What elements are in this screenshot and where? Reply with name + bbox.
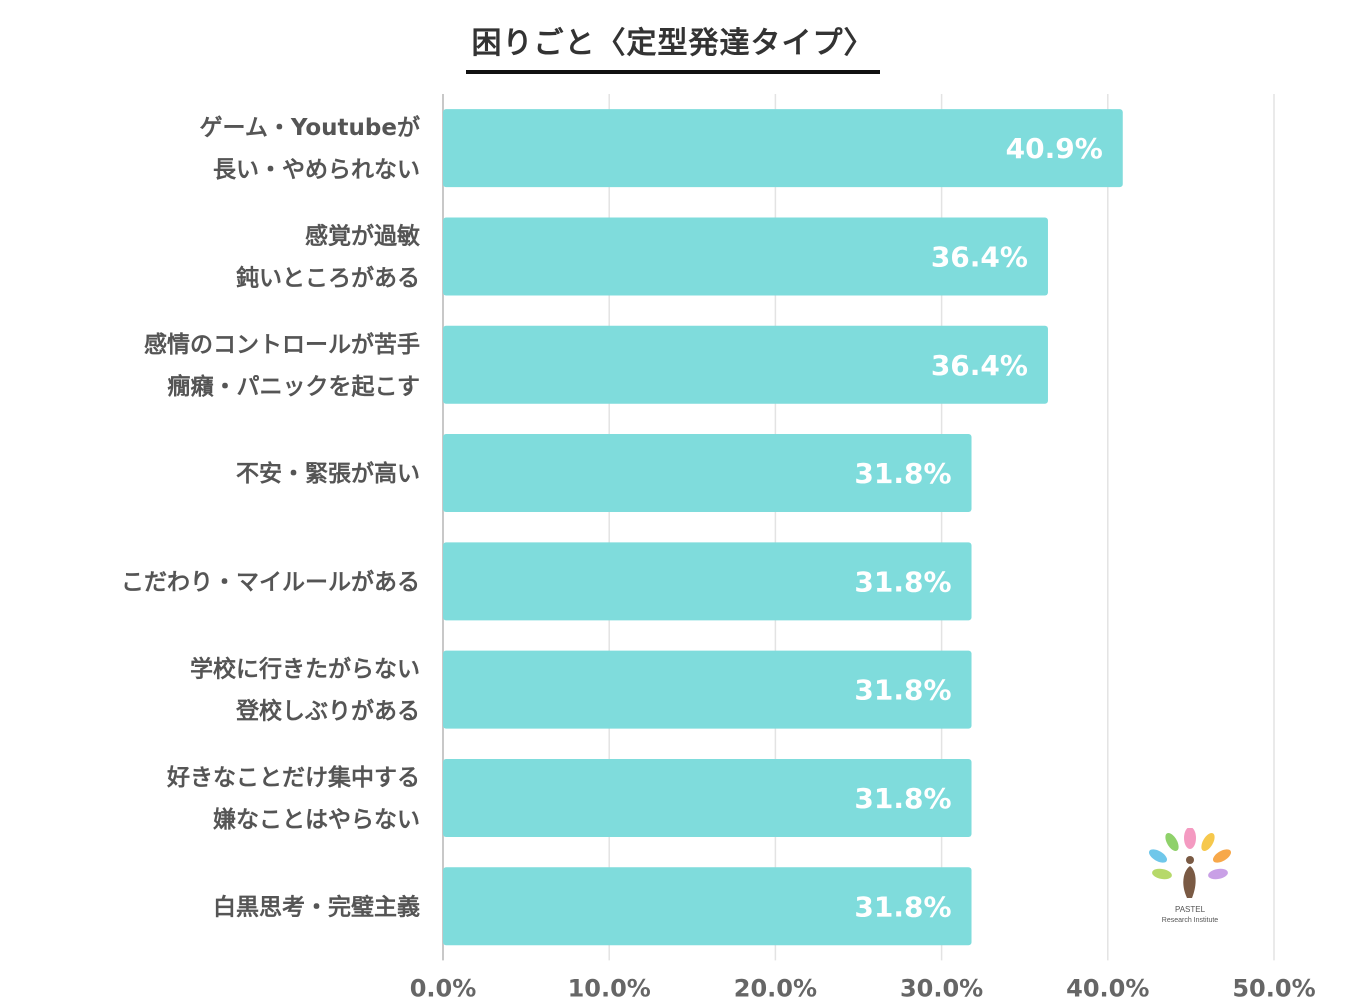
x-tick-label: 0.0%: [410, 974, 477, 1000]
bar: [443, 867, 972, 946]
category-label: ゲーム・Youtubeが: [200, 114, 420, 141]
category-label: こだわり・マイルールがある: [121, 568, 420, 595]
category-label: 不安・緊張が高い: [236, 460, 420, 487]
category-label: 感覚が過敏: [305, 222, 420, 249]
x-tick-label: 10.0%: [568, 974, 651, 1000]
category-label: 癇癪・パニックを起こす: [167, 373, 420, 400]
title-underline: [466, 70, 880, 74]
data-label: 31.8%: [854, 565, 951, 598]
bar: [443, 542, 972, 621]
bar: [443, 650, 972, 729]
data-label: 36.4%: [931, 240, 1028, 273]
x-tick-label: 30.0%: [900, 974, 983, 1000]
logo-name: PASTEL: [1175, 905, 1206, 914]
category-label: 鈍いところがある: [236, 264, 420, 291]
bar: [443, 434, 972, 513]
bar: [443, 758, 972, 837]
category-label: 長い・やめられない: [213, 157, 420, 183]
bar: [443, 325, 1048, 404]
x-tick-label: 20.0%: [734, 974, 817, 1000]
logo-subtitle: Research Institute: [1162, 917, 1219, 924]
data-label: 31.8%: [854, 782, 951, 815]
bar: [443, 109, 1123, 188]
data-label: 40.9%: [1006, 132, 1103, 165]
category-label: 好きなことだけ集中する: [166, 764, 420, 791]
chart-title: 困りごと〈定型発達タイプ〉: [471, 26, 875, 61]
x-tick-label: 50.0%: [1232, 974, 1315, 1000]
x-tick-label: 40.0%: [1066, 974, 1149, 1000]
category-label: 白黒思考・完璧主義: [213, 893, 420, 920]
category-label: 登校しぶりがある: [235, 698, 420, 725]
data-label: 31.8%: [854, 457, 951, 490]
data-label: 31.8%: [854, 890, 951, 923]
category-label: 学校に行きたがらない: [190, 656, 420, 683]
data-label: 36.4%: [931, 349, 1028, 382]
bar: [443, 217, 1048, 296]
category-label: 嫌なことはやらない: [213, 807, 420, 833]
pastel-logo-icon: PASTEL Research Institute: [1148, 828, 1232, 924]
category-label: 感情のコントロールが苦手: [144, 331, 420, 358]
data-label: 31.8%: [854, 674, 951, 707]
